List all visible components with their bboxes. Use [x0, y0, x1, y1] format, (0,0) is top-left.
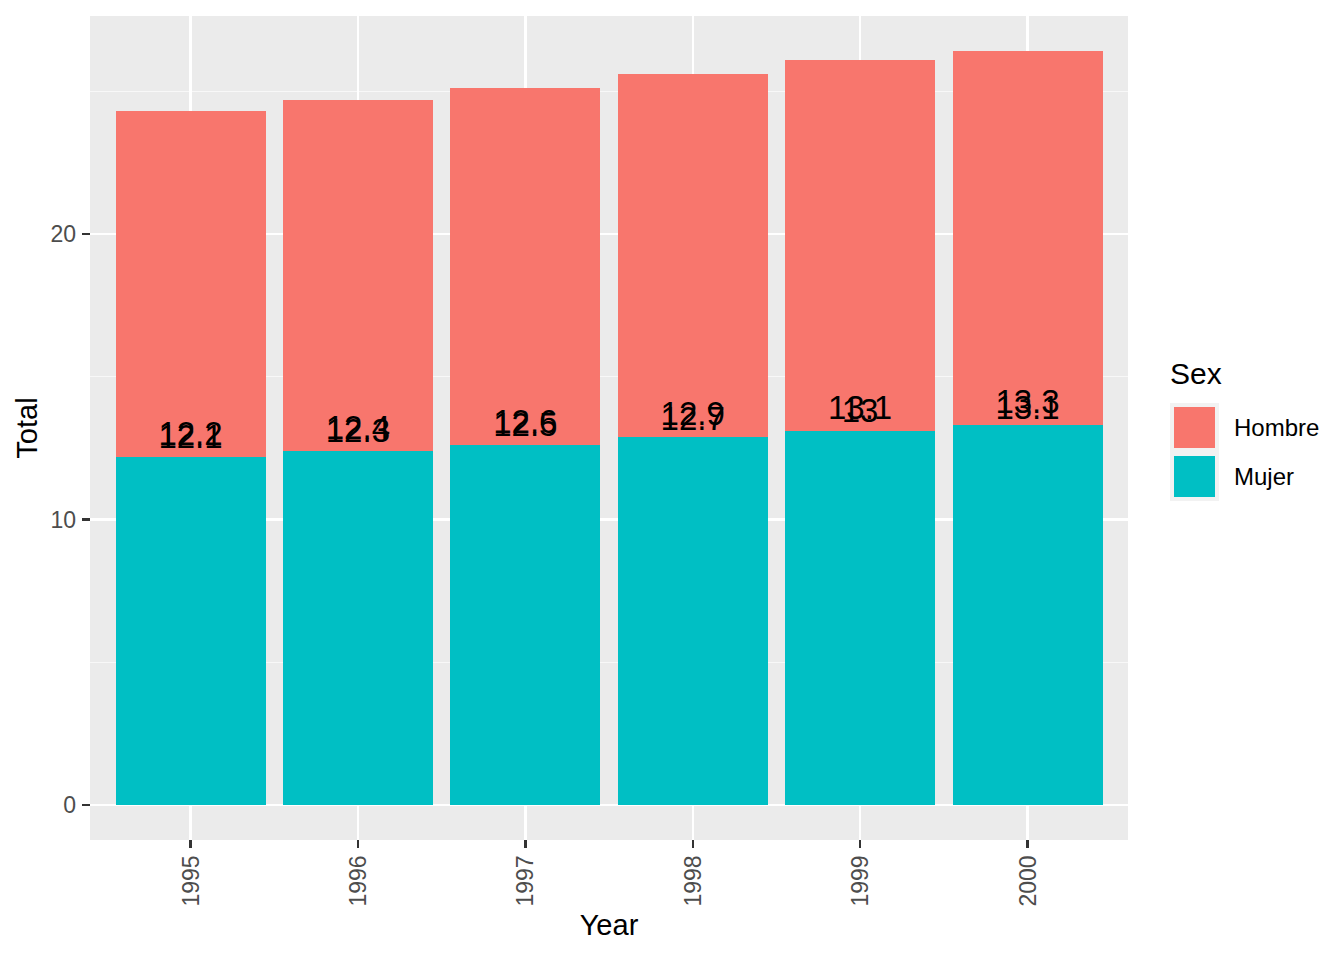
legend-item-mujer: Mujer [1170, 452, 1319, 501]
y-tick-label: 10 [20, 508, 76, 532]
y-tick-mark [82, 804, 90, 807]
x-axis-title: Year [90, 910, 1128, 940]
bar-mujer-1997 [450, 445, 600, 805]
legend-key [1170, 452, 1219, 501]
legend: Sex Hombre Mujer [1170, 358, 1319, 501]
x-tick-label-1996: 1996 [346, 855, 370, 906]
bar-mujer-1995 [116, 457, 266, 805]
bar-hombre-1997 [450, 88, 600, 445]
legend-item-hombre: Hombre [1170, 403, 1319, 452]
legend-key [1170, 403, 1219, 452]
bar-mujer-1998 [618, 437, 768, 805]
bar-hombre-1996 [283, 100, 433, 451]
label-mujer-1999: 13.1 [785, 391, 935, 425]
y-tick-label: 20 [20, 222, 76, 246]
legend-label: Mujer [1234, 463, 1294, 491]
bar-hombre-1998 [618, 74, 768, 437]
bar-hombre-1995 [116, 111, 266, 457]
bar-mujer-1999 [785, 431, 935, 805]
x-tick-mark [357, 840, 360, 848]
x-tick-label-1997: 1997 [513, 855, 537, 906]
x-tick-label-1998: 1998 [681, 855, 705, 906]
plot-panel: 12.112.212.312.412.512.612.712.91313.113… [90, 16, 1128, 840]
x-tick-mark [692, 840, 695, 848]
label-mujer-1995: 12.2 [116, 417, 266, 451]
legend-label: Hombre [1234, 414, 1319, 442]
y-tick-label: 0 [20, 793, 76, 817]
x-tick-label-1995: 1995 [179, 855, 203, 906]
bar-mujer-1996 [283, 451, 433, 805]
y-tick-mark [82, 233, 90, 236]
legend-title: Sex [1170, 358, 1319, 390]
bar-hombre-2000 [953, 51, 1103, 425]
x-tick-mark [189, 840, 192, 848]
label-mujer-2000: 13.3 [953, 385, 1103, 419]
x-tick-mark [859, 840, 862, 848]
x-tick-mark [524, 840, 527, 848]
x-tick-label-2000: 2000 [1016, 855, 1040, 906]
label-mujer-1998: 12.9 [618, 397, 768, 431]
bar-hombre-1999 [785, 60, 935, 431]
stacked-bar-chart-figure: 12.112.212.312.412.512.612.712.91313.113… [0, 0, 1344, 960]
bar-mujer-2000 [953, 425, 1103, 805]
mujer-color-swatch-icon [1174, 456, 1215, 497]
y-axis-title: Total [12, 397, 42, 458]
x-tick-label-1999: 1999 [848, 855, 872, 906]
label-mujer-1997: 12.6 [450, 405, 600, 439]
y-tick-mark [82, 518, 90, 521]
hombre-color-swatch-icon [1174, 407, 1215, 448]
x-tick-mark [1026, 840, 1029, 848]
label-mujer-1996: 12.4 [283, 411, 433, 445]
